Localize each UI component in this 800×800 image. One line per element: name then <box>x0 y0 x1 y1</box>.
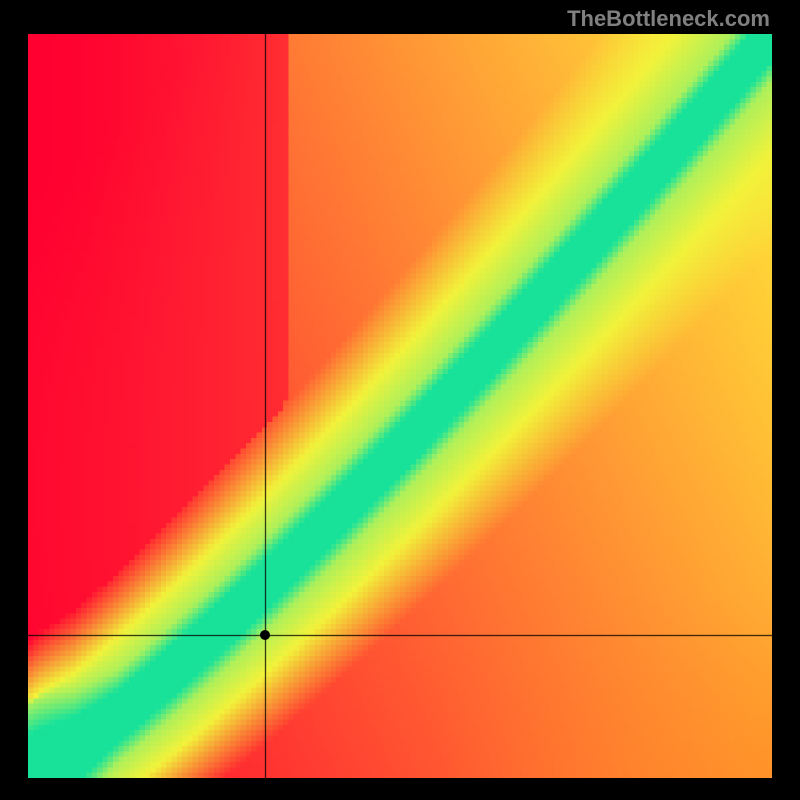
heatmap-canvas <box>28 34 772 778</box>
chart-container: TheBottleneck.com <box>0 0 800 800</box>
watermark-text: TheBottleneck.com <box>567 6 770 32</box>
plot-area <box>28 34 772 778</box>
